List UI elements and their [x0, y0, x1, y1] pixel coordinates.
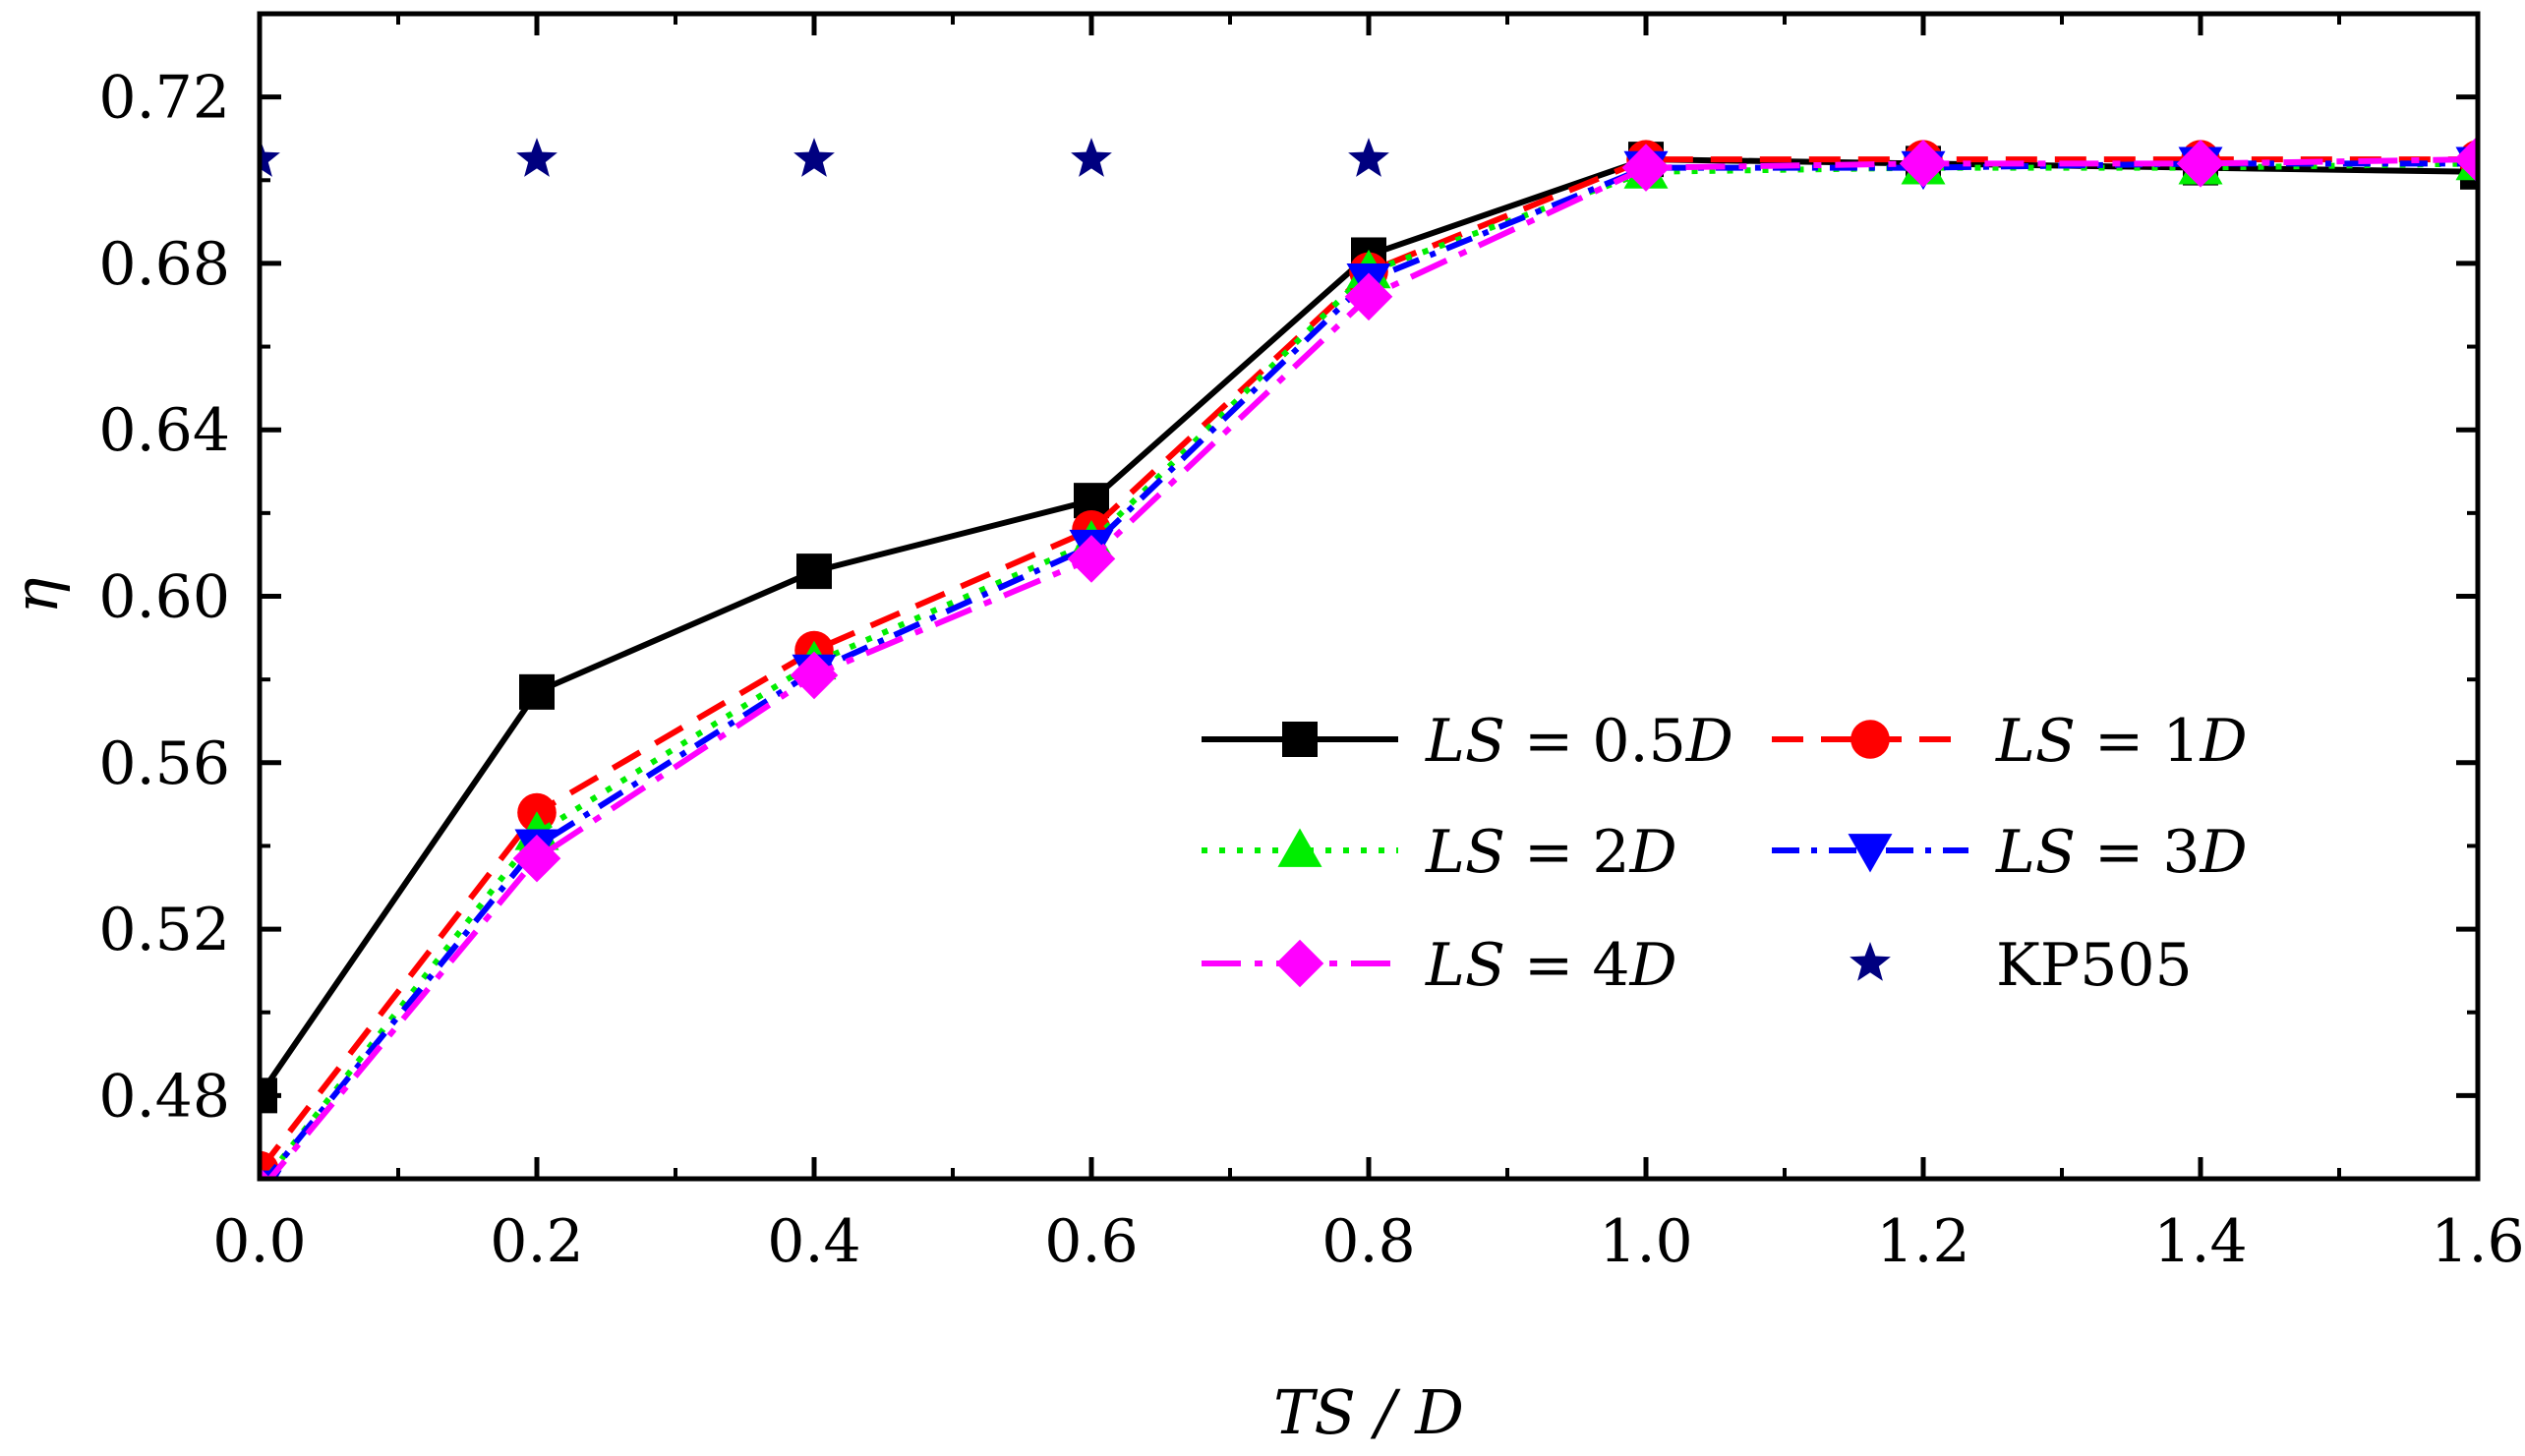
x-tick-label: 0.4 [767, 1207, 860, 1276]
y-tick-label: 0.64 [98, 396, 230, 465]
legend-label: KP505 [1996, 931, 2193, 1000]
data-point [1344, 272, 1393, 321]
y-tick-label: 0.60 [98, 563, 230, 632]
y-tick-label: 0.52 [98, 896, 230, 964]
legend-label: LS = 1D [1995, 707, 2248, 776]
y-tick-label: 0.48 [98, 1062, 230, 1131]
legend-item: LS = 0.5D [1202, 707, 1733, 776]
x-tick-label: 1.0 [1599, 1207, 1692, 1276]
legend-item: LS = 4D [1202, 931, 1677, 1000]
legend-item: LS = 2D [1202, 818, 1677, 887]
data-point [2176, 140, 2225, 188]
data-point [796, 553, 832, 590]
legend-label: LS = 3D [1995, 818, 2248, 887]
data-point [260, 138, 280, 177]
data-point [1621, 144, 1671, 192]
series-5 [260, 138, 1389, 177]
series-4 [260, 135, 2478, 1179]
y-tick-label: 0.56 [98, 729, 230, 798]
y-axis-title: η [0, 577, 72, 613]
tick-labels: 0.0 0.2 0.4 0.6 0.8 1.0 1.2 1.4 1.6 0.48 0.52 0.56 0… [98, 64, 2524, 1276]
x-tick-label: 0.6 [1044, 1207, 1138, 1276]
data-point [516, 138, 558, 177]
data-point [260, 1167, 271, 1179]
legend-marker [1277, 828, 1322, 867]
x-tick-label: 0.8 [1321, 1207, 1415, 1276]
y-tick-label: 0.72 [98, 64, 230, 133]
data-point [1899, 140, 1948, 188]
data-point [260, 1077, 277, 1114]
legend-marker [1848, 834, 1893, 873]
x-tick-label: 1.2 [1876, 1207, 1969, 1276]
x-tick-label: 0.0 [212, 1207, 306, 1276]
x-tick-label: 1.4 [2153, 1207, 2247, 1276]
legend-label: LS = 4D [1425, 931, 1677, 1000]
legend-label: LS = 0.5D [1425, 707, 1733, 776]
series-layer [260, 135, 2478, 1179]
data-point [512, 834, 561, 883]
legend-item: LS = 1D [1772, 707, 2248, 776]
x-axis-title: TS / D [1273, 1376, 1464, 1448]
x-tick-label: 0.2 [490, 1207, 583, 1276]
legend-marker [1850, 720, 1890, 759]
plot-frame [257, 11, 2481, 1182]
legend: LS = 0.5D LS = 1D LS = 2D LS = 3D LS = 4D KP5… [1202, 707, 2248, 1000]
data-point [519, 673, 555, 710]
data-point [790, 651, 839, 700]
data-point [2453, 135, 2478, 184]
data-point [1067, 535, 1116, 583]
x-tick-label: 1.6 [2431, 1207, 2524, 1276]
legend-item: LS = 3D [1772, 818, 2248, 887]
legend-marker [1850, 942, 1891, 981]
legend-label: LS = 2D [1425, 818, 1677, 887]
legend-marker [1275, 939, 1324, 988]
data-point [1071, 138, 1112, 177]
data-point [1348, 138, 1389, 177]
data-point [793, 138, 835, 177]
legend-item: KP505 [1850, 931, 2193, 1000]
y-tick-label: 0.68 [98, 230, 230, 299]
legend-marker [1282, 722, 1318, 757]
